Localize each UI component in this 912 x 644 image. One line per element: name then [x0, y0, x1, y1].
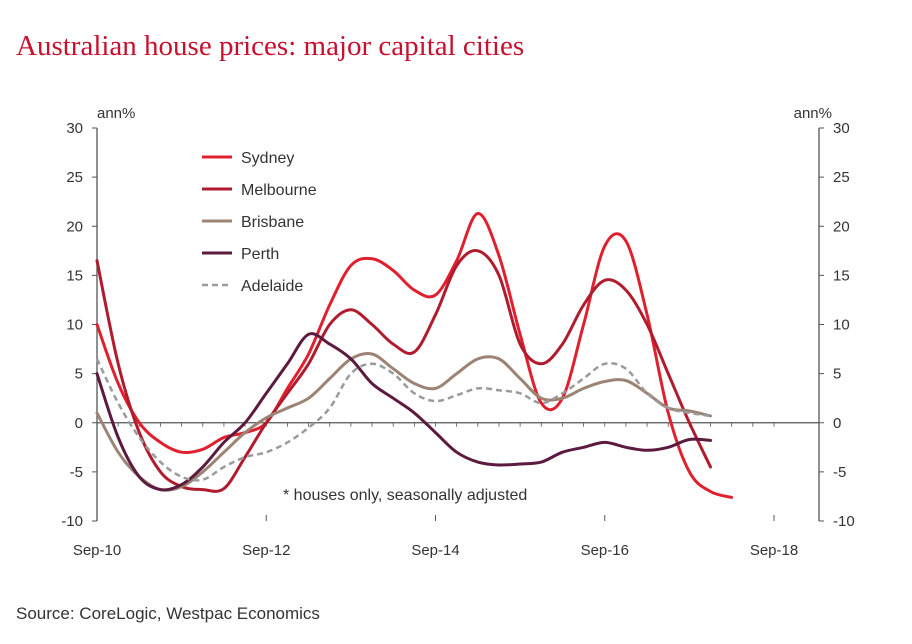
y-tick-label-right: 20 [833, 218, 850, 235]
chart-legend: Sydney Melbourne Brisbane Perth Adelaide [202, 150, 317, 295]
y-tick-label-left: -5 [70, 464, 83, 481]
y-tick-label-left: 30 [66, 120, 83, 137]
x-tick-label: Sep-12 [242, 542, 290, 559]
y-tick-label-right: 25 [833, 169, 850, 186]
source-note: Source: CoreLogic, Westpac Economics [16, 604, 320, 623]
legend-label-perth: Perth [241, 246, 279, 263]
y-axis-unit-right: ann% [794, 105, 832, 122]
y-tick-label-right: 30 [833, 120, 850, 137]
y-tick-label-right: 5 [833, 366, 841, 383]
series-line-adelaide [95, 358, 711, 482]
y-axis-unit-left: ann% [97, 105, 135, 122]
y-tick-label-right: -5 [833, 464, 846, 481]
legend-label-adelaide: Adelaide [241, 278, 303, 295]
chart-title: Australian house prices: major capital c… [16, 30, 525, 62]
y-tick-label-left: 15 [66, 267, 83, 284]
y-tick-label-left: -10 [61, 513, 83, 530]
legend-label-brisbane: Brisbane [241, 214, 304, 231]
x-tick-label: Sep-18 [750, 542, 798, 559]
y-tick-label-right: -10 [833, 513, 855, 530]
series-line-brisbane [95, 351, 712, 492]
series-line-melbourne [95, 249, 712, 493]
y-tick-label-right: 0 [833, 415, 841, 432]
x-tick-label: Sep-10 [73, 542, 121, 559]
line-chart: -10 -10 -5 -5 0 0 5 5 10 10 15 15 20 20 25 25 30 30 Sep-10… [61, 105, 854, 559]
y-tick-label-left: 0 [75, 415, 83, 432]
y-tick-label-right: 10 [833, 317, 850, 334]
y-tick-label-left: 5 [75, 366, 83, 383]
chart-annotation: * houses only, seasonally adjusted [283, 487, 527, 504]
series-line-sydney [95, 212, 734, 499]
legend-label-melbourne: Melbourne [241, 182, 317, 199]
y-tick-label-left: 20 [66, 218, 83, 235]
x-tick-label: Sep-14 [411, 542, 459, 559]
y-tick-label-right: 15 [833, 267, 850, 284]
series-line-perth [95, 332, 712, 492]
legend-label-sydney: Sydney [241, 150, 294, 167]
y-tick-label-left: 10 [66, 317, 83, 334]
chart-series [95, 212, 734, 499]
y-tick-label-left: 25 [66, 169, 83, 186]
x-tick-label: Sep-16 [581, 542, 629, 559]
chart-axes: -10 -10 -5 -5 0 0 5 5 10 10 15 15 20 20 25 25 30 30 Sep-10… [61, 120, 854, 559]
